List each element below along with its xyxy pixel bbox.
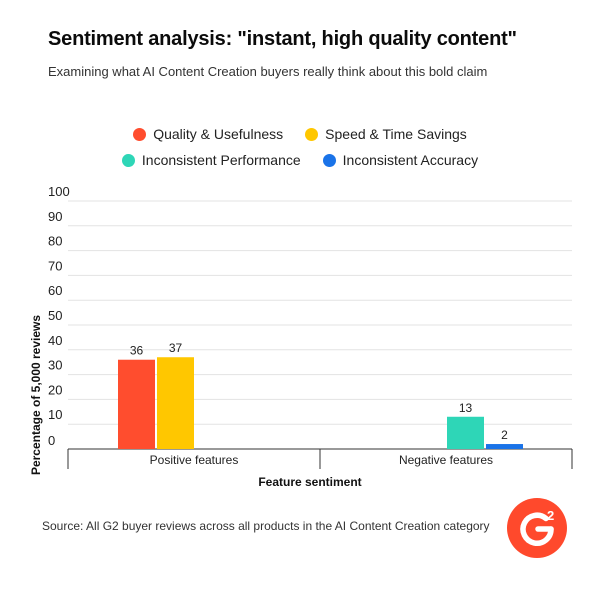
legend-label-speed: Speed & Time Savings (325, 126, 467, 142)
source-note: Source: All G2 buyer reviews across all … (42, 519, 490, 533)
data-label: 2 (501, 428, 508, 442)
data-label: 36 (130, 344, 144, 358)
bar (447, 416, 484, 449)
legend-label-performance: Inconsistent Performance (141, 152, 301, 168)
legend-row-2: Inconsistent Performance Inconsistent Ac… (0, 152, 600, 168)
legend-item-accuracy: Inconsistent Accuracy (322, 152, 479, 168)
legend-item-speed: Speed & Time Savings (305, 126, 467, 142)
y-tick-label: 70 (48, 258, 62, 273)
legend-item-performance: Inconsistent Performance (121, 152, 301, 168)
y-tick-label: 100 (48, 184, 70, 199)
y-tick-label: 30 (48, 358, 62, 373)
y-tick-label: 60 (48, 283, 62, 298)
chart-subtitle: Examining what AI Content Creation buyer… (48, 64, 488, 79)
y-tick-label: 40 (48, 333, 62, 348)
legend-swatch-quality (133, 127, 147, 141)
legend-label-accuracy: Inconsistent Accuracy (342, 152, 479, 168)
y-tick-label: 10 (48, 407, 62, 422)
y-tick-label: 90 (48, 209, 62, 224)
g2-logo-icon: 2 (507, 498, 567, 558)
legend-item-quality: Quality & Usefulness (133, 126, 283, 142)
legend-row-1: Quality & Usefulness Speed & Time Saving… (0, 126, 600, 142)
y-tick-label: 80 (48, 234, 62, 249)
x-tick-label: Positive features (150, 453, 239, 467)
y-tick-label: 50 (48, 308, 62, 323)
data-label: 37 (169, 341, 183, 355)
data-label: 13 (459, 401, 473, 415)
svg-text:2: 2 (547, 508, 554, 523)
chart-title: Sentiment analysis: "instant, high quali… (48, 28, 517, 50)
legend-label-quality: Quality & Usefulness (153, 126, 284, 142)
legend-swatch-performance (121, 153, 135, 167)
y-axis-title: Percentage of 5,000 reviews (29, 315, 43, 475)
legend-swatch-accuracy (322, 153, 336, 167)
y-tick-label: 0 (48, 433, 55, 448)
x-tick-label: Negative features (399, 453, 493, 467)
bar (486, 444, 523, 449)
y-tick-label: 20 (48, 382, 62, 397)
bar (118, 359, 155, 449)
bar (157, 357, 194, 449)
x-axis-title: Feature sentiment (258, 475, 361, 489)
legend-swatch-speed (305, 127, 319, 141)
